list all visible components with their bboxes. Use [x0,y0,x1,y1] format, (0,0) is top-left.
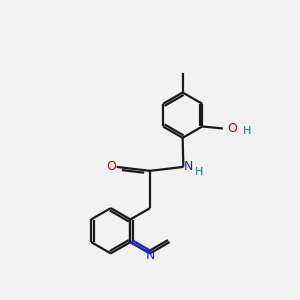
Text: N: N [184,160,194,173]
Text: H: H [243,126,251,136]
Text: O: O [106,160,116,173]
Text: H: H [195,167,204,178]
Text: O: O [227,122,237,135]
Text: N: N [145,249,155,262]
